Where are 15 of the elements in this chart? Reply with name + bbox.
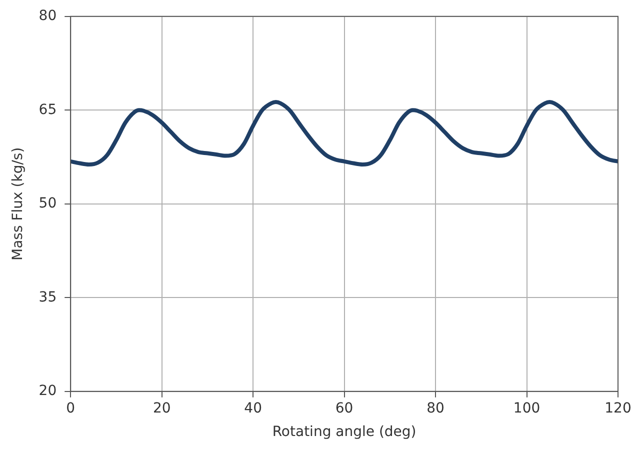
x-tick-label: 80 (426, 400, 444, 416)
y-tick-label: 50 (38, 196, 57, 212)
x-tick-label: 40 (244, 400, 262, 416)
x-tick-label: 20 (152, 400, 171, 416)
line-series (70, 100, 618, 167)
x-tick-label: 0 (66, 400, 76, 416)
x-tick-label: 60 (335, 400, 354, 416)
y-axis-title: Mass Flux (kg/s) (10, 147, 26, 260)
y-tick-label: 20 (38, 383, 57, 400)
y-tick-label: 35 (38, 289, 57, 306)
x-tick-label: 100 (513, 400, 540, 416)
x-tick-label: 120 (604, 400, 632, 416)
x-axis-title: Rotating angle (deg) (272, 424, 416, 440)
y-tick-label: 65 (38, 102, 57, 118)
y-tick-label: 80 (38, 8, 57, 24)
